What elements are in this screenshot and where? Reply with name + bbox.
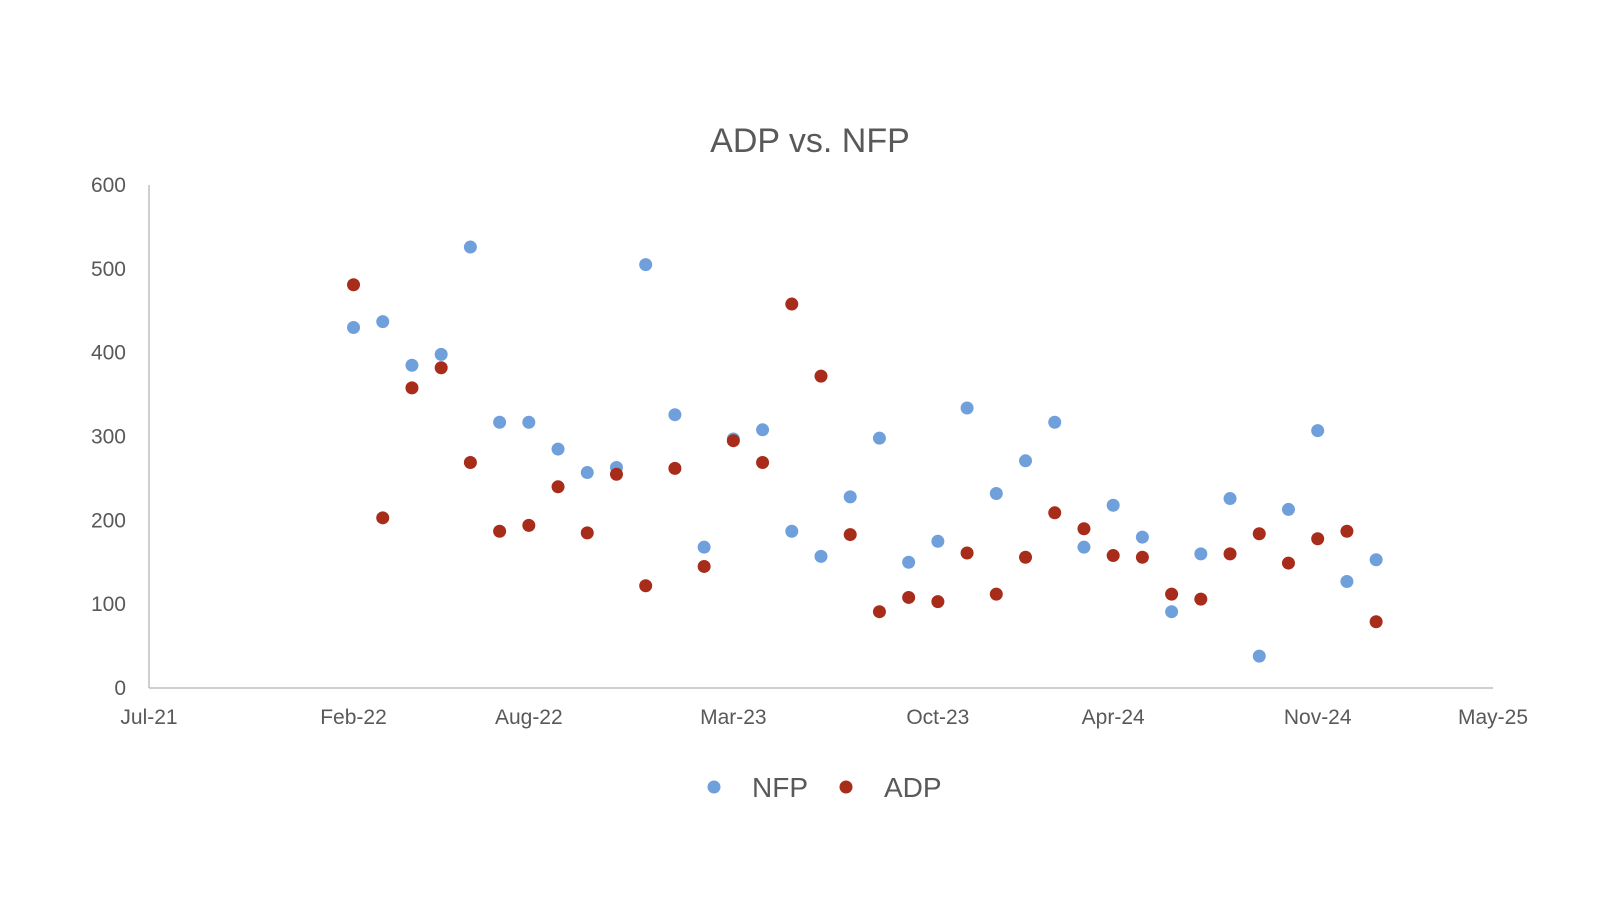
x-tick-label: Apr-24 (1082, 706, 1145, 729)
nfp-point (1223, 492, 1237, 506)
adp-point (668, 461, 682, 475)
nfp-point (756, 423, 770, 437)
adp-point (522, 518, 536, 532)
legend-marker-adp (839, 780, 853, 794)
legend-marker-nfp (707, 780, 721, 794)
adp-point (1019, 550, 1033, 564)
y-tick-label: 200 (91, 509, 126, 532)
adp-point (405, 381, 419, 395)
adp-point (960, 546, 974, 560)
nfp-point (931, 534, 945, 548)
adp-point (902, 590, 916, 604)
adp-point (580, 526, 594, 540)
adp-point (872, 605, 886, 619)
nfp-point (668, 408, 682, 422)
nfp-point (989, 487, 1003, 501)
adp-point (843, 528, 857, 542)
adp-point (463, 455, 477, 469)
adp-point (1252, 527, 1266, 541)
adp-point (1106, 549, 1120, 563)
nfp-point (843, 490, 857, 504)
y-tick-label: 100 (91, 593, 126, 616)
y-axis-ticks: 0 100 200 300 400 500 600 (91, 174, 126, 700)
nfp-point (347, 321, 361, 335)
x-tick-label: Aug-22 (495, 706, 563, 729)
x-axis-ticks: Jul-21 Feb-22 Aug-22 Mar-23 Oct-23 Apr-24 Nov-… (120, 706, 1528, 729)
y-tick-label: 0 (114, 677, 126, 700)
data-points (347, 240, 1383, 663)
x-tick-label: May-25 (1458, 706, 1528, 729)
nfp-point (1311, 424, 1325, 438)
legend-label-adp: ADP (884, 772, 942, 803)
chart-title: ADP vs. NFP (710, 122, 910, 160)
adp-point (639, 579, 653, 593)
nfp-point (493, 415, 507, 429)
nfp-point (434, 347, 448, 361)
adp-point (1194, 592, 1208, 606)
adp-point (814, 369, 828, 383)
x-tick-label: Mar-23 (700, 706, 767, 729)
x-tick-label: Jul-21 (120, 706, 177, 729)
adp-point (697, 559, 711, 573)
nfp-point (1252, 649, 1266, 663)
y-tick-label: 500 (91, 258, 126, 281)
nfp-point (1369, 553, 1383, 567)
adp-point (609, 467, 623, 481)
adp-point (1369, 615, 1383, 629)
nfp-point (376, 315, 390, 329)
x-tick-label: Feb-22 (320, 706, 387, 729)
legend-label-nfp: NFP (752, 772, 808, 803)
adp-point (931, 595, 945, 609)
nfp-point (1281, 502, 1295, 516)
nfp-point (1048, 415, 1062, 429)
adp-point (1077, 522, 1091, 536)
nfp-point (1135, 530, 1149, 544)
nfp-point (1194, 547, 1208, 561)
adp-point (785, 297, 799, 311)
adp-point (1281, 556, 1295, 570)
nfp-point (1165, 605, 1179, 619)
nfp-point (697, 540, 711, 554)
nfp-point (872, 431, 886, 445)
adp-point (756, 455, 770, 469)
adp-point (376, 511, 390, 525)
adp-point (1223, 547, 1237, 561)
adp-point (551, 480, 565, 494)
nfp-point (405, 358, 419, 372)
adp-point (1311, 532, 1325, 546)
adp-point (1340, 524, 1354, 538)
adp-point (1165, 587, 1179, 601)
adp-point (493, 524, 507, 538)
adp-point (989, 587, 1003, 601)
nfp-point (639, 258, 653, 272)
nfp-point (1340, 575, 1354, 589)
nfp-point (814, 549, 828, 563)
nfp-point (785, 524, 799, 538)
nfp-point (580, 466, 594, 480)
adp-point (1135, 550, 1149, 564)
x-tick-label: Nov-24 (1284, 706, 1352, 729)
y-tick-label: 600 (91, 174, 126, 197)
nfp-point (960, 401, 974, 415)
y-tick-label: 300 (91, 426, 126, 449)
adp-point (1048, 506, 1062, 520)
nfp-point (463, 240, 477, 254)
adp-point (347, 278, 361, 292)
adp-point (434, 361, 448, 375)
legend: NFP ADP (707, 772, 942, 803)
nfp-point (551, 442, 565, 456)
nfp-point (1077, 540, 1091, 554)
nfp-point (1019, 454, 1033, 468)
y-tick-label: 400 (91, 342, 126, 365)
nfp-point (902, 555, 916, 569)
nfp-point (1106, 498, 1120, 512)
x-tick-label: Oct-23 (906, 706, 969, 729)
nfp-point (522, 415, 536, 429)
adp-point (726, 434, 740, 448)
